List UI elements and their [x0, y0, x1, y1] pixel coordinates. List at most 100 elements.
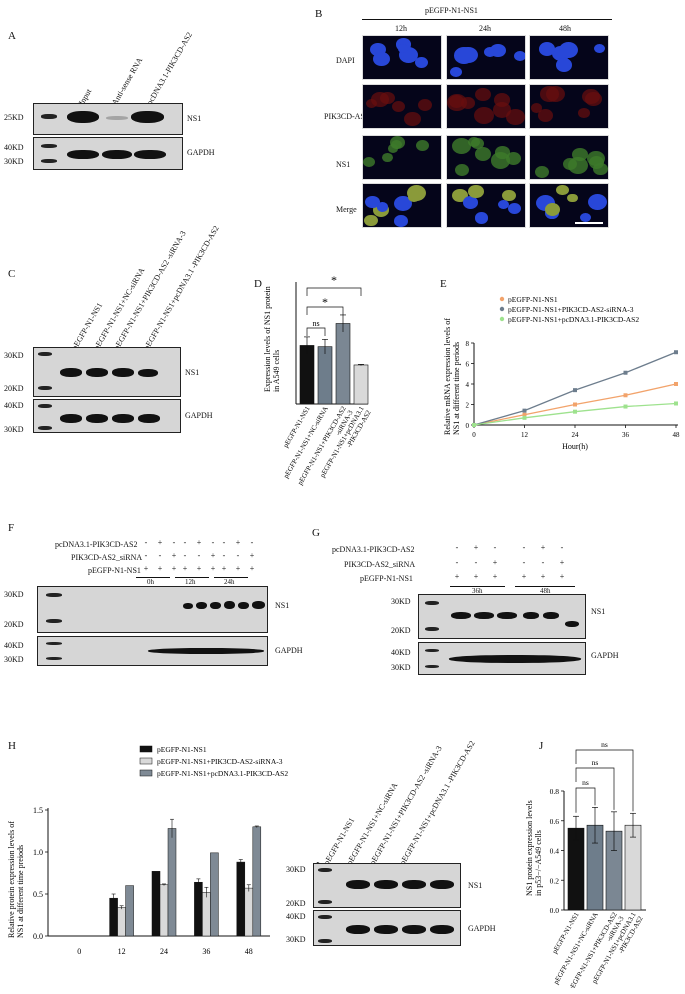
bar: [125, 885, 134, 937]
sig-bracket: [575, 749, 634, 812]
marker-label: 30KD: [4, 655, 24, 664]
legend-marker: [499, 306, 505, 312]
header-line: [362, 19, 612, 20]
treatment-sign: +: [492, 572, 498, 581]
treatment-sign: +: [157, 564, 163, 573]
target-label: NS1: [468, 881, 483, 890]
micrograph-cell: [529, 35, 609, 80]
legend-marker: [499, 316, 505, 322]
treatment-sign: -: [222, 551, 226, 560]
treatment-sign: -: [474, 558, 478, 567]
bar: [299, 345, 315, 405]
x-tick-label: 48: [245, 947, 253, 956]
y-tick-label: 8: [466, 340, 470, 348]
bar: [159, 884, 169, 937]
time-label: 12h: [185, 578, 196, 586]
marker-label: 20KD: [4, 620, 24, 629]
series-line: [473, 402, 677, 426]
legend-label: pEGFP-N1-NS1+pcDNA3.1-PIK3CD-AS2: [157, 769, 288, 778]
marker-label: 20KD: [286, 899, 306, 908]
bar: [167, 828, 177, 937]
treatment-sign: +: [473, 543, 479, 552]
data-point: [623, 404, 628, 409]
legend-swatch: [139, 757, 153, 765]
treatment-sign: +: [249, 564, 255, 573]
bar: [236, 861, 246, 937]
treatment-sign: +: [559, 572, 565, 581]
data-point: [674, 350, 678, 355]
treatment-sign: +: [210, 551, 216, 560]
legend-label: pEGFP-N1-NS1: [508, 295, 558, 304]
x-tick-label: 36: [202, 947, 210, 956]
marker-label: 30KD: [391, 597, 411, 606]
sig-label: *: [322, 295, 328, 309]
treatment-sign: +: [249, 551, 255, 560]
treatment-sign: +: [182, 564, 188, 573]
y-tick-label: 0.6: [550, 817, 560, 826]
time-label: 24h: [224, 578, 235, 586]
data-point: [623, 393, 628, 398]
marker-label: 30KD: [391, 663, 411, 672]
bar: [353, 364, 369, 405]
treatment-sign: +: [157, 538, 163, 547]
chart-d: Expression levels of NS1 proteinin A549 …: [263, 273, 373, 487]
x-tick-label: 48: [673, 431, 681, 439]
panel-j-label: J: [539, 740, 544, 752]
time-label: 48h: [559, 24, 571, 33]
legend-label: pEGFP-N1-NS1+PIK3CD-AS2-siRNA-3: [508, 305, 634, 314]
legend-label: pEGFP-N1-NS1+pcDNA3.1-PIK3CD-AS2: [508, 315, 639, 324]
x-tick-label: 12: [118, 947, 126, 956]
time-label: 36h: [472, 587, 483, 595]
data-point: [674, 382, 678, 386]
bar: [194, 881, 203, 937]
panel-b-header: pEGFP-N1-NS1: [425, 6, 478, 15]
marker-label: 30KD: [4, 425, 24, 434]
data-point: [573, 388, 577, 393]
panel-b-label: B: [315, 8, 323, 20]
y-tick-label: 0.0: [550, 906, 560, 915]
treatment-sign: -: [172, 538, 176, 547]
treatment-sign: +: [171, 551, 177, 560]
treatment-sign: -: [236, 551, 240, 560]
x-tick-label: 36: [622, 431, 630, 439]
y-axis-label: NS1 protein expression levelsin p53−/−A5…: [525, 800, 543, 896]
bar: [210, 852, 219, 937]
ns1-blot: [33, 103, 183, 135]
time-label: 48h: [540, 587, 551, 595]
x-tick-label: 12: [521, 431, 529, 439]
treatment-sign: -: [211, 538, 215, 547]
y-axis-label: Expression levels of NS1 proteinin A549 …: [263, 286, 281, 392]
treatment-sign: +: [235, 564, 241, 573]
row-label: PIK3CD-AS2: [324, 112, 369, 121]
treatment-sign: -: [250, 538, 254, 547]
data-point: [522, 412, 527, 417]
time-label: 0h: [147, 578, 154, 586]
marker-label: 40KD: [4, 401, 24, 410]
y-tick-label: 0.4: [550, 847, 560, 856]
treatment-sign: -: [183, 538, 187, 547]
treatment-sign: -: [455, 558, 459, 567]
panel-e-label: E: [440, 278, 447, 290]
sig-label: *: [331, 273, 337, 287]
y-axis-label: Relative protein expression levels ofNS1…: [7, 821, 25, 938]
micrograph-cell: [529, 135, 609, 180]
legend-label: pEGFP-N1-NS1+PIK3CD-AS2-siRNA-3: [157, 757, 283, 766]
treatment-sign: +: [235, 538, 241, 547]
x-tick-label: 0: [77, 947, 81, 956]
data-point: [522, 408, 527, 413]
sig-bracket: [575, 787, 596, 813]
marker-label: 20KD: [4, 384, 24, 393]
treatment-sign: -: [144, 538, 148, 547]
treatment-sign: +: [196, 538, 202, 547]
data-point: [623, 370, 628, 375]
legend-label: pEGFP-N1-NS1: [157, 745, 207, 754]
micrograph-cell: [362, 135, 442, 180]
marker-label: 30KD: [286, 865, 306, 874]
treatment-sign: -: [541, 558, 545, 567]
micrograph-cell: [529, 183, 609, 228]
treatment-sign: +: [473, 572, 479, 581]
row-label: PIK3CD-AS2_siRNA: [344, 560, 416, 569]
treatment-sign: +: [540, 543, 546, 552]
y-tick-label: 1.5: [33, 806, 43, 815]
